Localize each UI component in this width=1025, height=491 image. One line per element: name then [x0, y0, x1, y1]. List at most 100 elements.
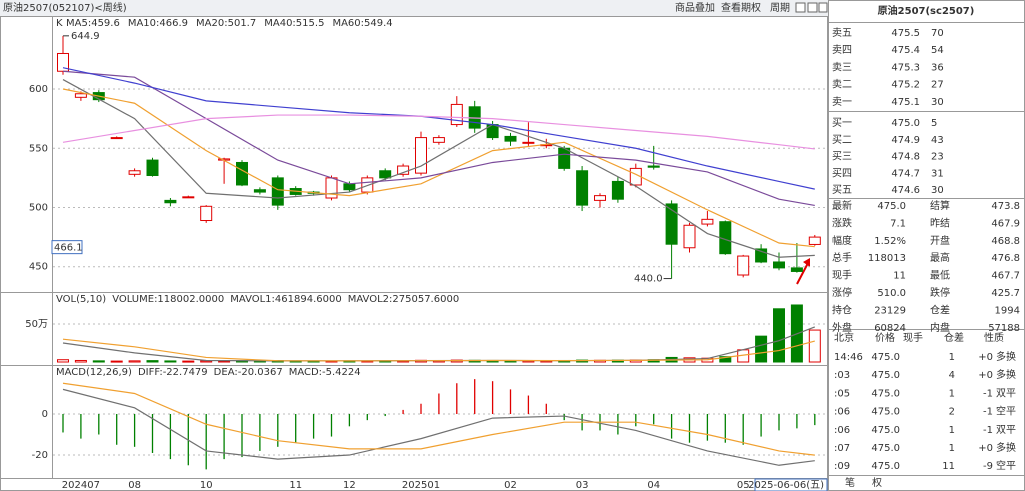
stat-value: 57188	[988, 323, 1020, 334]
volume-bar	[128, 360, 141, 363]
macd-line	[62, 382, 815, 456]
trade-qty: 11	[942, 461, 955, 472]
candle-body	[200, 205, 213, 222]
candle-body	[790, 267, 803, 272]
volume-bar	[57, 359, 69, 363]
candle-body	[755, 248, 768, 263]
book-price: 474.8	[891, 152, 920, 163]
candle-body	[343, 183, 356, 191]
candle-body	[647, 165, 660, 168]
legend-item: MA40:515.5	[264, 18, 324, 29]
volume-bar	[719, 356, 732, 363]
toolbar-button[interactable]: 商品叠加	[675, 1, 715, 14]
candle-body	[808, 236, 821, 245]
low-label: 440.0	[634, 274, 663, 285]
book-price: 475.4	[891, 45, 920, 56]
candle-body	[146, 159, 159, 177]
window-button[interactable]	[795, 2, 806, 13]
candle-body	[415, 137, 427, 174]
candle-body	[683, 224, 696, 249]
trade-time: :09	[834, 461, 850, 472]
high-label: 644.9	[71, 31, 100, 42]
candle-body	[236, 161, 248, 186]
book-price: 474.7	[891, 168, 920, 179]
stat-label: 跌停	[930, 286, 950, 299]
candle-body	[164, 199, 177, 204]
trade-time: :05	[834, 388, 850, 399]
toolbar-button[interactable]: 查看期权	[721, 1, 761, 14]
stat-value: 23129	[874, 305, 906, 316]
candle-body	[450, 103, 463, 126]
candle-body	[379, 170, 392, 179]
book-label: 买三	[832, 151, 852, 163]
trade-price: 475.0	[871, 443, 900, 454]
trade-price: 475.0	[871, 370, 900, 381]
book-qty: 36	[931, 62, 944, 73]
window-button[interactable]	[818, 2, 828, 13]
book-price: 474.6	[891, 185, 920, 196]
legend-item: MAVOL1:461894.6000	[230, 294, 341, 305]
trade-diff: -1	[983, 425, 993, 436]
toolbar-button[interactable]: 周期	[770, 2, 790, 14]
trade-qty: 1	[949, 443, 955, 454]
stat-label: 持仓	[832, 303, 852, 316]
stat-label: 昨结	[930, 216, 950, 229]
price-tag: 466.1	[54, 243, 83, 254]
volume-bar	[74, 359, 87, 363]
stat-label: 最新	[832, 199, 852, 212]
top-bar	[0, 0, 828, 16]
trade-type: 多换	[996, 350, 1016, 363]
arrow	[796, 262, 809, 285]
stat-label: 总手	[832, 251, 852, 264]
trade-time: :07	[834, 443, 850, 454]
x-tick-label: 02	[504, 480, 517, 491]
tab[interactable]: 权	[872, 476, 882, 489]
stat-value: 468.8	[991, 236, 1020, 247]
stat-value: 60824	[874, 323, 906, 334]
book-qty: 30	[931, 97, 944, 108]
book-label: 买二	[832, 134, 852, 146]
volume-bar	[164, 360, 177, 363]
book-label: 买一	[832, 117, 852, 129]
book-qty: 23	[931, 152, 944, 163]
book-price: 475.0	[891, 118, 920, 129]
window-button[interactable]	[807, 2, 818, 13]
candle-body	[522, 141, 535, 144]
stat-label: 结算	[930, 199, 950, 212]
candle-body	[773, 261, 785, 269]
trade-time: :06	[834, 425, 850, 436]
legend-item: MA20:501.7	[196, 18, 256, 29]
trade-qty: 1	[949, 425, 955, 436]
candle-body	[701, 218, 714, 225]
y-tick-label: 0	[42, 409, 48, 420]
legend: K	[56, 18, 63, 29]
stat-label: 开盘	[930, 234, 950, 247]
stat-label: 幅度	[832, 234, 852, 247]
window-title: 原油2507(052107)<周线)	[3, 1, 127, 14]
stat-value: 118013	[868, 253, 906, 264]
y-tick-label: 600	[29, 84, 48, 95]
x-tick-label: 202407	[62, 480, 100, 491]
candle-body	[128, 170, 141, 175]
legend-item: DEA:-20.0367	[214, 367, 283, 378]
trade-price: 475.0	[871, 461, 900, 472]
book-label: 卖三	[832, 61, 852, 73]
stat-label: 内盘	[930, 321, 950, 334]
trade-diff: +0	[978, 370, 993, 381]
ma-line	[62, 114, 815, 150]
stat-value: 7.1	[890, 218, 906, 229]
trade-diff: +0	[978, 352, 993, 363]
book-price: 474.9	[891, 135, 920, 146]
trade-price: 475.0	[871, 425, 900, 436]
legend-item: MACD(12,26,9)	[56, 367, 132, 378]
stat-value: 1994	[995, 305, 1020, 316]
x-tick-label: 11	[289, 480, 302, 491]
trade-header: 性质	[984, 331, 1004, 344]
x-tick-label: 03	[576, 480, 589, 491]
trade-type: 多换	[996, 368, 1016, 381]
macd-line	[62, 388, 815, 466]
tab[interactable]: 笔	[845, 476, 855, 489]
candle-body	[594, 195, 606, 201]
book-qty: 5	[931, 118, 937, 129]
trade-price: 475.0	[871, 407, 900, 418]
